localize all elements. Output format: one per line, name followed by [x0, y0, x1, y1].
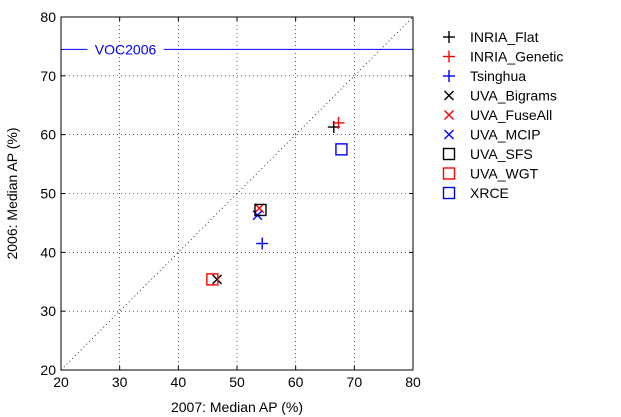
legend-marker	[443, 70, 455, 82]
legend-marker	[443, 50, 455, 63]
y-tick-label: 70	[40, 68, 56, 84]
x-axis-label: 2007: Median AP (%)	[171, 399, 303, 415]
legend-marker	[443, 31, 455, 43]
legend-label: INRIA_Flat	[470, 29, 539, 45]
y-axis-label: 2006: Median AP (%)	[4, 127, 20, 259]
legend-label: Tsinghua	[470, 68, 526, 84]
x-tick-label: 20	[53, 374, 69, 390]
data-points	[206, 116, 348, 286]
x-tick-label: 70	[347, 374, 363, 390]
axes: 20 30 40 50 60 70 80 20 30 40 50 60 70 80	[40, 9, 421, 390]
legend-marker	[442, 186, 456, 200]
legend-marker	[442, 167, 456, 180]
y-tick-label: 20	[40, 362, 56, 378]
data-point-box	[335, 143, 348, 156]
legend-marker-box	[442, 147, 456, 161]
data-point-box	[206, 273, 219, 286]
grid	[61, 17, 413, 370]
legend-label: UVA_SFS	[470, 146, 533, 162]
legend-marker	[442, 147, 456, 161]
legend-marker	[444, 110, 454, 120]
data-point	[256, 237, 269, 250]
legend-marker-box	[442, 186, 456, 200]
legend: INRIA_Flat INRIA_Genetic Tsinghua UVA_Bigra…	[442, 29, 563, 201]
x-tick-label: 60	[288, 374, 304, 390]
data-point-box	[254, 203, 267, 217]
legend-label: XRCE	[470, 185, 509, 201]
reference-line: VOC2006	[61, 41, 413, 57]
y-tick-label: 40	[40, 244, 56, 260]
legend-label: UVA_MCIP	[470, 127, 541, 143]
legend-label: UVA_WGT	[470, 166, 539, 182]
legend-marker	[444, 90, 454, 101]
data-point	[212, 274, 223, 285]
legend-marker-b	[444, 110, 454, 120]
legend-marker-b	[444, 90, 454, 101]
legend-label: INRIA_Genetic	[470, 49, 563, 65]
y-tick-label: 80	[40, 9, 56, 25]
x-tick-label: 30	[112, 374, 128, 390]
x-tick-label: 50	[229, 374, 245, 390]
data-point	[332, 116, 345, 129]
y-tick-label: 50	[40, 186, 56, 202]
data-point	[335, 143, 348, 156]
legend-marker-b	[444, 129, 454, 140]
legend-marker	[444, 129, 454, 140]
data-point	[254, 203, 267, 217]
y-tick-label: 60	[40, 127, 56, 143]
x-tick-label: 80	[405, 374, 421, 390]
legend-label: UVA_FuseAll	[470, 107, 552, 123]
x-tick-label: 40	[171, 374, 187, 390]
legend-marker-box	[442, 167, 456, 180]
data-point	[206, 273, 219, 286]
legend-label: UVA_Bigrams	[470, 88, 557, 104]
y-tick-label: 30	[40, 303, 56, 319]
data-point-b	[254, 203, 265, 214]
reference-line-label: VOC2006	[95, 41, 157, 57]
data-point-b	[212, 274, 223, 285]
